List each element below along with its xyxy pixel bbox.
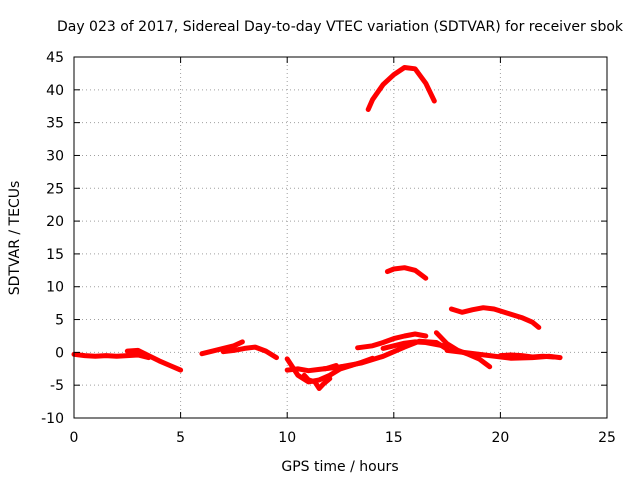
y-tick-label: 45 [46,50,64,66]
x-tick-label: 5 [176,430,185,446]
y-axis-label: SDTVAR / TECUs [7,181,23,296]
y-tick-label: 5 [55,313,64,329]
y-tick-label: 25 [46,181,64,197]
y-tick-label: -5 [50,378,64,394]
data-series [71,65,563,391]
series-arc-13 [384,265,429,281]
series-arc-9 [323,363,339,372]
chart-title: Day 023 of 2017, Sidereal Day-to-day VTE… [57,19,624,35]
y-tick-label: 40 [46,83,64,99]
x-axis-ticks: 0 5 10 15 20 25 [70,57,616,446]
series-arc-12 [365,65,437,112]
y-tick-label: 15 [46,247,64,263]
x-tick-label: 0 [70,430,79,446]
series-arc-1 [71,351,152,361]
series-arc-10 [355,331,429,351]
series-arc-7 [301,372,333,391]
series-arc-2 [124,347,184,373]
x-tick-label: 25 [598,430,616,446]
y-tick-label: 0 [55,345,64,361]
x-tick-label: 15 [385,430,403,446]
y-tick-label: 20 [46,214,64,230]
x-tick-label: 20 [491,430,509,446]
plot-frame [73,56,608,419]
y-axis-ticks: -10 -5 0 5 10 15 20 25 30 35 40 45 [41,50,607,427]
series-arc-16 [497,352,557,360]
y-tick-label: -10 [41,411,64,427]
y-tick-label: 35 [46,116,64,132]
series-arc-3 [199,339,245,357]
series-arc-11 [380,339,450,351]
grid [74,57,607,418]
x-axis-label: GPS time / hours [281,459,398,475]
y-tick-label: 10 [46,280,64,296]
series-arc-4 [220,344,279,361]
y-tick-label: 30 [46,148,64,164]
x-tick-label: 10 [278,430,296,446]
series-arc-17 [448,305,542,330]
